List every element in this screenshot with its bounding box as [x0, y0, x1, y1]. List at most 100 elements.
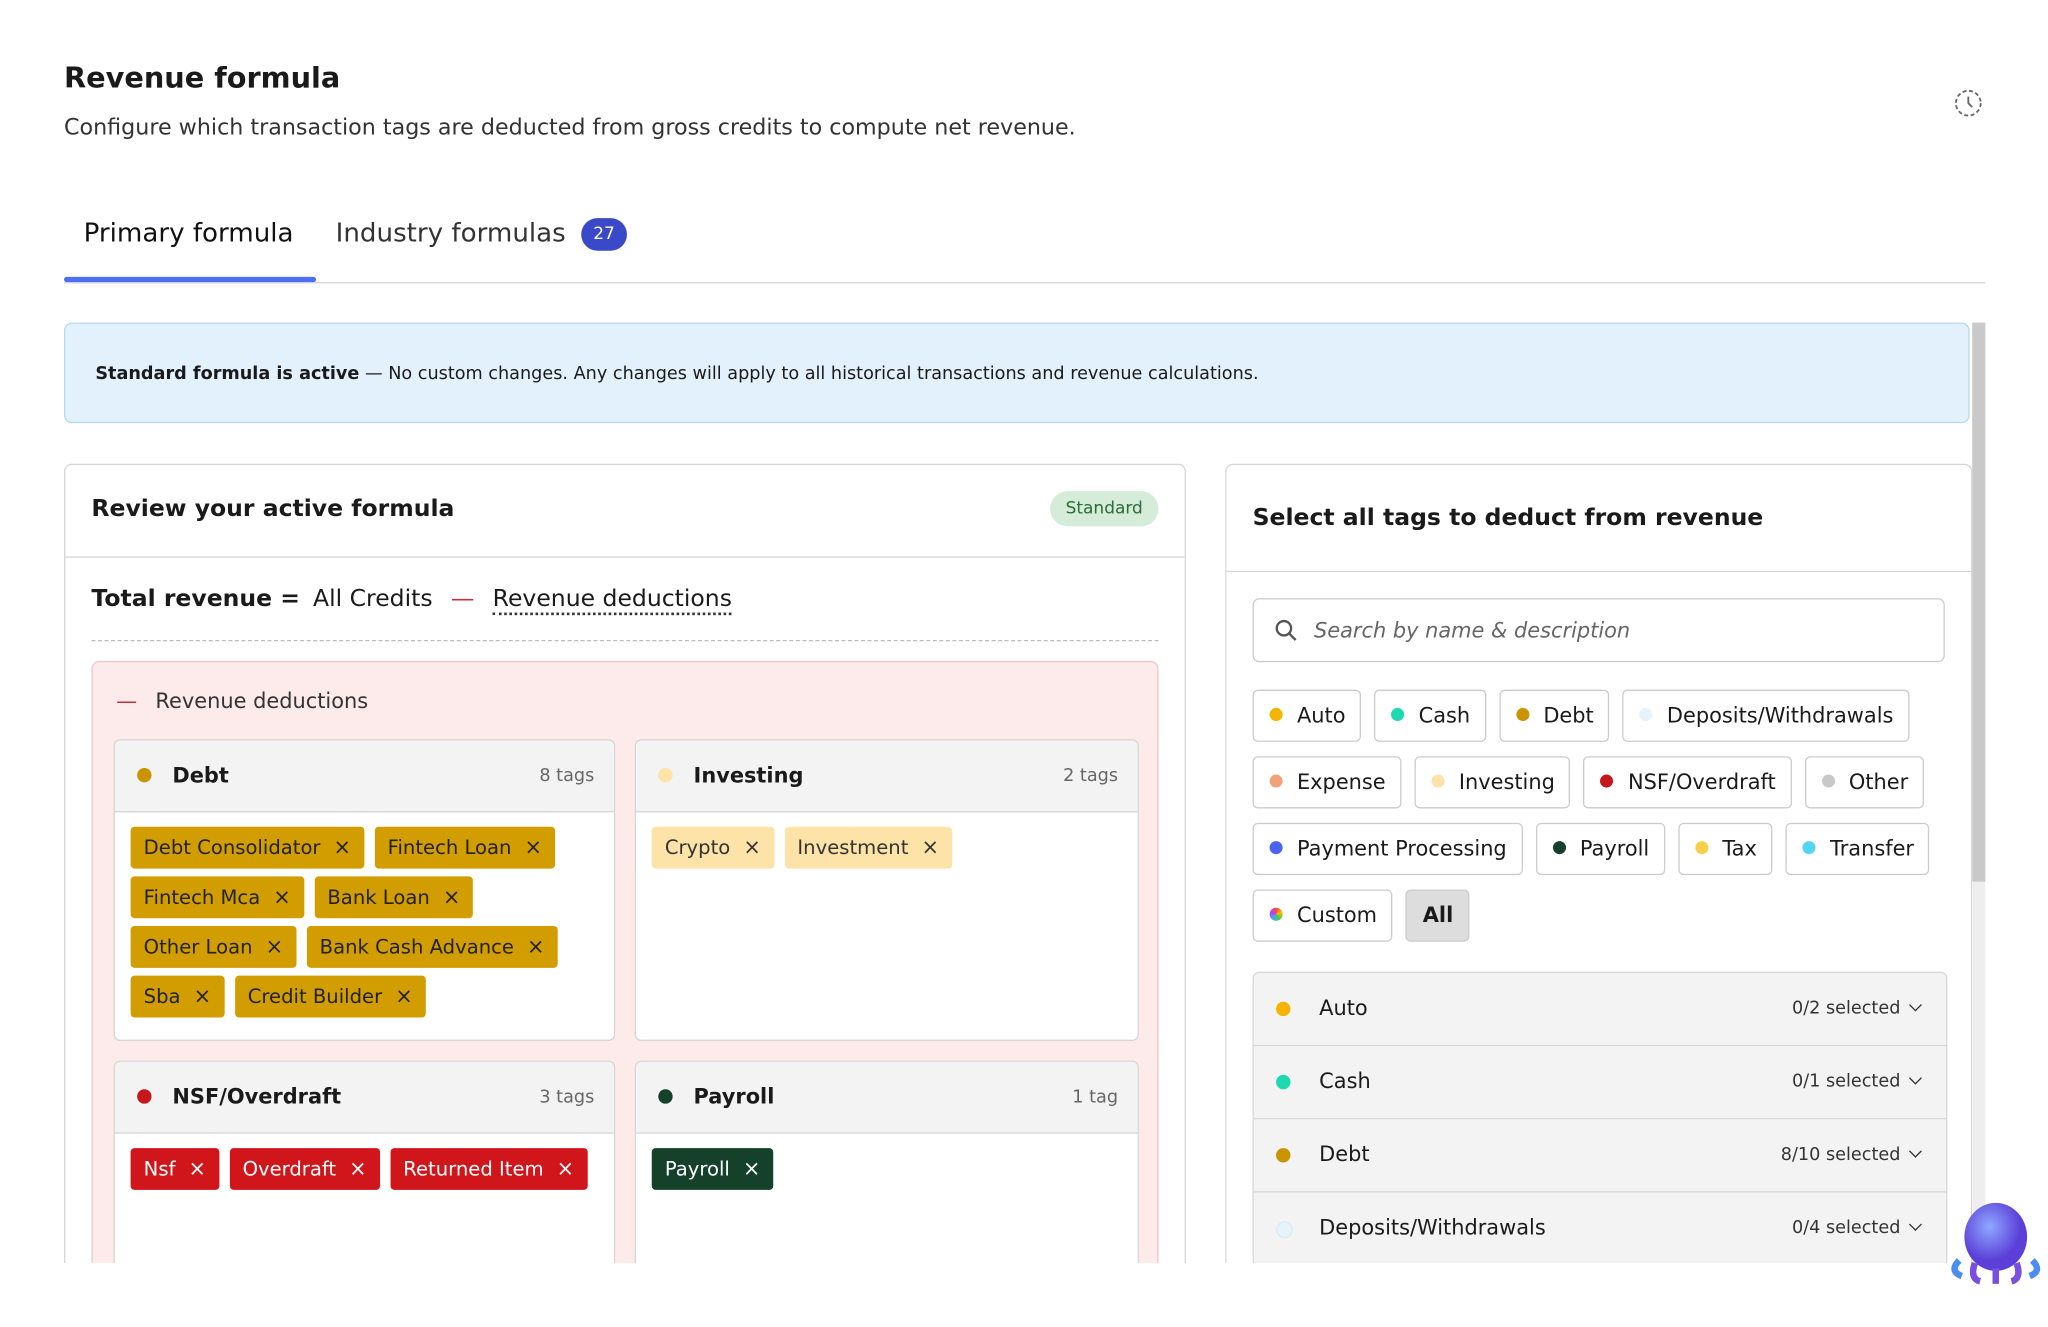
tag[interactable]: Payroll: [651, 1148, 774, 1190]
scrollbar[interactable]: [1972, 322, 1986, 1264]
filter-chip[interactable]: NSF/Overdraft: [1583, 756, 1792, 809]
tag[interactable]: Bank Loan: [314, 876, 474, 919]
category-name: Deposits/Withdrawals: [1319, 1214, 1546, 1240]
banner-text: — No custom changes. Any changes will ap…: [359, 363, 1259, 384]
tag-category-row[interactable]: Cash 0/1 selected: [1253, 1046, 1947, 1120]
tag[interactable]: Overdraft: [229, 1148, 380, 1190]
tag-list: CryptoInvestment: [636, 812, 1138, 883]
tag[interactable]: Sba: [130, 975, 225, 1018]
filter-chip[interactable]: Cash: [1374, 689, 1486, 742]
filter-chip[interactable]: Other: [1804, 756, 1924, 809]
color-dot: [1431, 774, 1445, 788]
chip-label: Payment Processing: [1296, 835, 1507, 861]
group-count: 1 tag: [1072, 1086, 1119, 1108]
tabs: Primary formula Industry formulas 27: [63, 196, 1986, 284]
color-dot: [1269, 774, 1283, 788]
tag[interactable]: Returned Item: [390, 1148, 588, 1190]
chip-label: Transfer: [1829, 835, 1915, 861]
filter-chip[interactable]: Expense: [1252, 756, 1402, 809]
tag[interactable]: Other Loan: [130, 926, 297, 968]
color-dot: [1276, 1001, 1291, 1017]
search-input[interactable]: Search by name & description: [1252, 598, 1945, 663]
filter-chips: Auto Cash Debt Deposits/Withdrawals Expense I…: [1252, 689, 1932, 942]
category-name: Debt: [1319, 1141, 1370, 1167]
chip-label: Expense: [1296, 769, 1386, 795]
color-dot: [1269, 841, 1283, 855]
formula-term: Revenue deductions: [493, 585, 732, 616]
tag-category-row[interactable]: Deposits/Withdrawals 0/4 selected: [1253, 1192, 1947, 1264]
tag-group: NSF/Overdraft 3 tags NsfOverdraftReturned …: [113, 1060, 616, 1264]
filter-chip[interactable]: Auto: [1252, 689, 1362, 742]
tab-badge: 27: [581, 218, 627, 251]
chip-label: Tax: [1722, 835, 1757, 861]
filter-chip[interactable]: Tax: [1677, 822, 1773, 876]
filter-chip[interactable]: Investing: [1414, 756, 1571, 809]
filter-chip[interactable]: Payment Processing: [1252, 822, 1523, 876]
status-badge: Standard: [1049, 491, 1159, 527]
group-name: Payroll: [693, 1084, 775, 1109]
chip-label: Investing: [1458, 769, 1555, 795]
tab[interactable]: Primary formula: [83, 216, 294, 249]
formula: Total revenue = All Credits — Revenue deduc…: [91, 585, 732, 616]
chip-label: NSF/Overdraft: [1627, 769, 1776, 795]
tag-group: Debt 8 tags Debt ConsolidatorFintech Loan F…: [113, 739, 616, 1041]
category-name: Auto: [1319, 995, 1368, 1021]
selection-status: 0/4 selected: [1792, 1217, 1920, 1238]
page-subtitle: Configure which transaction tags are ded…: [63, 114, 1076, 142]
group-header: Debt 8 tags: [114, 740, 614, 813]
color-dot: [1276, 1074, 1291, 1090]
tag[interactable]: Fintech Loan: [374, 826, 556, 869]
deductions-section: — Revenue deductions Debt 8 tags Debt Conso…: [91, 660, 1159, 1264]
tag-group: Payroll 1 tag Payroll: [634, 1060, 1139, 1264]
selection-status: 0/2 selected: [1792, 998, 1920, 1019]
tag[interactable]: Bank Cash Advance: [306, 926, 558, 968]
color-dot: [1694, 841, 1708, 855]
tag[interactable]: Credit Builder: [234, 975, 426, 1018]
group-header: Payroll 1 tag: [636, 1061, 1138, 1134]
tab[interactable]: Industry formulas 27: [336, 217, 627, 251]
banner-strong: Standard formula is active: [95, 363, 360, 384]
panel-title: Review your active formula: [91, 495, 455, 523]
tag[interactable]: Crypto: [651, 826, 774, 869]
tag[interactable]: Nsf: [130, 1148, 220, 1190]
assistant-avatar[interactable]: [1946, 1195, 2045, 1286]
filter-chip[interactable]: Debt: [1498, 689, 1610, 742]
chip-label: Payroll: [1579, 835, 1650, 861]
section-label: Revenue deductions: [155, 688, 369, 714]
tag-category-row[interactable]: Debt 8/10 selected: [1253, 1119, 1947, 1193]
filter-chip[interactable]: Custom: [1252, 889, 1393, 942]
color-dot: [1639, 707, 1653, 721]
page-title: Revenue formula: [63, 62, 341, 96]
group-header: NSF/Overdraft 3 tags: [114, 1061, 614, 1134]
chip-label: Debt: [1543, 702, 1594, 728]
group-count: 2 tags: [1063, 765, 1119, 787]
color-dot: [658, 1089, 673, 1104]
selection-status: 0/1 selected: [1792, 1071, 1920, 1092]
search-placeholder: Search by name & description: [1313, 617, 1631, 643]
color-dot: [1269, 707, 1283, 721]
group-count: 3 tags: [539, 1086, 595, 1108]
color-dot: [1515, 707, 1529, 721]
tag[interactable]: Fintech Mca: [130, 876, 304, 919]
tag-list: NsfOverdraftReturned Item: [115, 1134, 614, 1205]
color-dot: [1276, 1221, 1294, 1239]
filter-chip[interactable]: Transfer: [1785, 822, 1930, 876]
review-panel: Review your active formula Standard Total…: [63, 463, 1186, 1264]
group-name: NSF/Overdraft: [172, 1084, 342, 1109]
color-dot: [1269, 907, 1283, 921]
filter-chip[interactable]: All: [1405, 889, 1469, 942]
history-button[interactable]: [1954, 89, 1983, 118]
filter-chip[interactable]: Deposits/Withdrawals: [1622, 689, 1910, 742]
select-panel: Select all tags to deduct from revenue S…: [1225, 463, 1973, 1264]
tag[interactable]: Debt Consolidator: [130, 826, 365, 869]
tag-list: Debt ConsolidatorFintech Loan Fintech Mca…: [115, 812, 614, 1031]
tag-category-row[interactable]: Auto 0/2 selected: [1253, 973, 1947, 1047]
filter-chip[interactable]: Payroll: [1535, 822, 1665, 876]
chip-label: Other: [1848, 769, 1909, 795]
tag-list: Payroll: [636, 1134, 1138, 1205]
color-dot: [1276, 1148, 1291, 1163]
tag[interactable]: Investment: [784, 826, 953, 869]
collapse-icon[interactable]: —: [116, 688, 138, 714]
